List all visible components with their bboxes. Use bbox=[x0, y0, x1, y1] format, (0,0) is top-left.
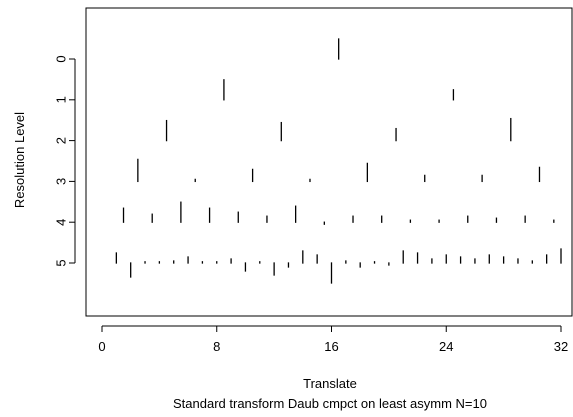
y-tick-label: 4 bbox=[53, 219, 68, 226]
y-tick-label: 1 bbox=[53, 96, 68, 103]
x-tick-label: 16 bbox=[324, 339, 338, 354]
x-axis-title: Translate bbox=[303, 376, 357, 391]
plot-frame bbox=[85, 7, 573, 317]
chart-subtitle: Standard transform Daub cmpct on least a… bbox=[173, 396, 487, 411]
x-axis: 0 8 16 24 32 bbox=[98, 325, 568, 354]
y-axis-title: Resolution Level bbox=[12, 112, 27, 208]
x-tick-label: 0 bbox=[98, 339, 105, 354]
y-tick-label: 3 bbox=[53, 178, 68, 185]
coefficient-marks bbox=[115, 38, 562, 284]
x-tick-label: 24 bbox=[439, 339, 453, 354]
y-tick-label: 2 bbox=[53, 137, 68, 144]
y-tick-label: 0 bbox=[53, 55, 68, 62]
y-tick-label: 5 bbox=[53, 259, 68, 266]
x-tick-label: 8 bbox=[213, 339, 220, 354]
x-tick-label: 32 bbox=[554, 339, 568, 354]
y-axis: 0 1 2 3 4 5 bbox=[53, 55, 76, 267]
